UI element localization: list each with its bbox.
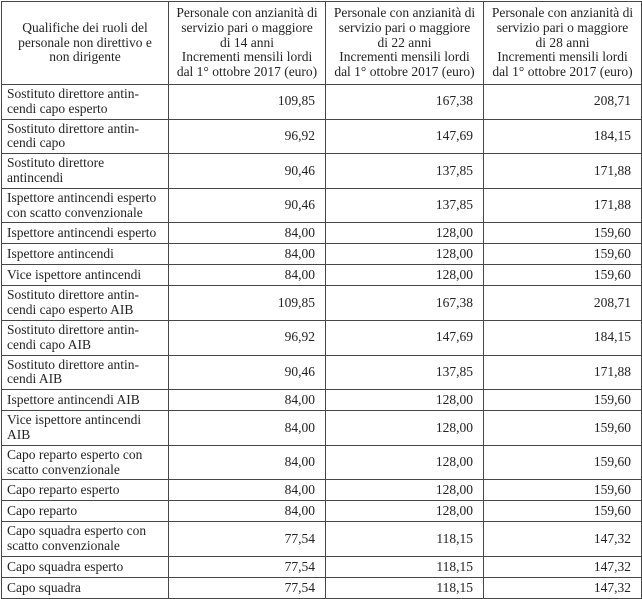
value-22-anni: 128,00 xyxy=(325,410,484,446)
qualification-label: Sostituto direttore antin- cendi capo es… xyxy=(1,285,169,321)
value-22-anni: 128,00 xyxy=(325,243,484,266)
value-28-anni: 208,71 xyxy=(483,285,642,321)
value-22-anni: 118,15 xyxy=(325,576,484,599)
qualification-label: Vice ispettore antincendi AIB xyxy=(1,410,169,446)
qualification-label: Sostituto direttore antin- cendi AIB xyxy=(1,354,169,391)
value-28-anni: 159,60 xyxy=(483,264,642,287)
value-28-anni: 159,60 xyxy=(483,444,642,481)
value-28-anni: 147,32 xyxy=(483,521,642,557)
value-22-anni: 128,00 xyxy=(325,500,484,523)
table-row: Capo reparto esperto con scatto convenzi… xyxy=(1,444,642,481)
qualification-label: Vice ispettore antincendi xyxy=(1,264,169,287)
qualification-label: Sostituto direttore antin- cendi capo es… xyxy=(1,84,169,120)
value-14-anni: 109,85 xyxy=(168,84,326,120)
qualification-label: Sostituto direttore antincendi xyxy=(1,153,169,189)
table-row: Sostituto direttore antin- cendi capo 96… xyxy=(1,118,642,155)
value-28-anni: 159,60 xyxy=(483,222,642,245)
value-22-anni: 128,00 xyxy=(325,264,484,287)
value-28-anni: 147,32 xyxy=(483,576,642,599)
value-28-anni: 147,32 xyxy=(483,555,642,578)
value-22-anni: 128,00 xyxy=(325,222,484,245)
table-row: Ispettore antincendi esperto con scatto … xyxy=(1,187,642,224)
qualification-label: Ispettore antincendi xyxy=(1,243,169,266)
value-14-anni: 84,00 xyxy=(168,479,326,502)
table-body: Sostituto direttore antin- cendi capo es… xyxy=(1,84,642,599)
value-14-anni: 90,46 xyxy=(168,153,326,189)
header-anzianita-22-anni: Personale con anzianità di servizio pari… xyxy=(325,1,484,85)
value-14-anni: 84,00 xyxy=(168,264,326,287)
table-row: Sostituto direttore antin- cendi capo AI… xyxy=(1,319,642,356)
value-14-anni: 84,00 xyxy=(168,444,326,481)
qualification-label: Sostituto direttore antin- cendi capo AI… xyxy=(1,319,169,356)
value-14-anni: 84,00 xyxy=(168,243,326,266)
table-row: Ispettore antincendi AIB 84,00 128,00 15… xyxy=(1,389,642,412)
value-28-anni: 184,15 xyxy=(483,319,642,356)
value-22-anni: 167,38 xyxy=(325,84,484,120)
value-14-anni: 84,00 xyxy=(168,222,326,245)
value-28-anni: 159,60 xyxy=(483,389,642,412)
qualification-label: Capo reparto esperto con scatto convenzi… xyxy=(1,444,169,481)
value-14-anni: 77,54 xyxy=(168,576,326,599)
value-28-anni: 159,60 xyxy=(483,243,642,266)
qualification-label: Capo squadra esperto con scatto convenzi… xyxy=(1,521,169,557)
qualification-label: Capo squadra xyxy=(1,576,169,599)
value-28-anni: 159,60 xyxy=(483,500,642,523)
value-28-anni: 184,15 xyxy=(483,118,642,155)
value-14-anni: 96,92 xyxy=(168,319,326,356)
value-22-anni: 128,00 xyxy=(325,444,484,481)
header-qualifiche: Qualifiche dei ruoli del personale non d… xyxy=(1,1,169,85)
value-22-anni: 118,15 xyxy=(325,521,484,557)
qualification-label: Ispettore antincendi AIB xyxy=(1,389,169,412)
table-row: Vice ispettore antincendi 84,00 128,00 1… xyxy=(1,264,642,287)
value-14-anni: 96,92 xyxy=(168,118,326,155)
value-22-anni: 147,69 xyxy=(325,118,484,155)
table-row: Capo reparto esperto 84,00 128,00 159,60 xyxy=(1,479,642,502)
table-row: Sostituto direttore antincendi 90,46 137… xyxy=(1,153,642,189)
table-row: Sostituto direttore antin- cendi capo es… xyxy=(1,285,642,321)
table-row: Capo reparto 84,00 128,00 159,60 xyxy=(1,500,642,523)
qualification-label: Ispettore antincendi esperto con scatto … xyxy=(1,187,169,224)
table-row: Capo squadra esperto con scatto convenzi… xyxy=(1,521,642,557)
value-14-anni: 90,46 xyxy=(168,354,326,391)
value-22-anni: 118,15 xyxy=(325,555,484,578)
qualification-label: Capo reparto esperto xyxy=(1,479,169,502)
header-anzianita-14-anni: Personale con anzianità di servizio pari… xyxy=(168,1,326,85)
table-row: Capo squadra esperto 77,54 118,15 147,32 xyxy=(1,555,642,578)
table-row: Ispettore antincendi esperto 84,00 128,0… xyxy=(1,222,642,245)
table-row: Sostituto direttore antin- cendi AIB 90,… xyxy=(1,354,642,391)
table-row: Vice ispettore antincendi AIB 84,00 128,… xyxy=(1,410,642,446)
table-row: Sostituto direttore antin- cendi capo es… xyxy=(1,84,642,120)
value-28-anni: 171,88 xyxy=(483,354,642,391)
qualification-label: Ispettore antincendi esperto xyxy=(1,222,169,245)
value-22-anni: 147,69 xyxy=(325,319,484,356)
qualification-label: Capo reparto xyxy=(1,500,169,523)
value-14-anni: 84,00 xyxy=(168,500,326,523)
header-row: Qualifiche dei ruoli del personale non d… xyxy=(1,1,642,85)
value-14-anni: 90,46 xyxy=(168,187,326,224)
value-14-anni: 77,54 xyxy=(168,555,326,578)
qualification-label: Sostituto direttore antin- cendi capo xyxy=(1,118,169,155)
value-28-anni: 208,71 xyxy=(483,84,642,120)
value-14-anni: 77,54 xyxy=(168,521,326,557)
value-14-anni: 109,85 xyxy=(168,285,326,321)
value-28-anni: 171,88 xyxy=(483,187,642,224)
table-row: Ispettore antincendi 84,00 128,00 159,60 xyxy=(1,243,642,266)
value-14-anni: 84,00 xyxy=(168,389,326,412)
value-22-anni: 137,85 xyxy=(325,187,484,224)
table-row: Capo squadra 77,54 118,15 147,32 xyxy=(1,576,642,599)
value-22-anni: 128,00 xyxy=(325,389,484,412)
value-22-anni: 137,85 xyxy=(325,153,484,189)
table-header: Qualifiche dei ruoli del personale non d… xyxy=(1,1,642,85)
value-22-anni: 128,00 xyxy=(325,479,484,502)
value-28-anni: 159,60 xyxy=(483,479,642,502)
qualification-label: Capo squadra esperto xyxy=(1,555,169,578)
value-14-anni: 84,00 xyxy=(168,410,326,446)
value-28-anni: 159,60 xyxy=(483,410,642,446)
header-anzianita-28-anni: Personale con anzianità di servizio pari… xyxy=(483,1,642,85)
value-28-anni: 171,88 xyxy=(483,153,642,189)
value-22-anni: 137,85 xyxy=(325,354,484,391)
value-22-anni: 167,38 xyxy=(325,285,484,321)
